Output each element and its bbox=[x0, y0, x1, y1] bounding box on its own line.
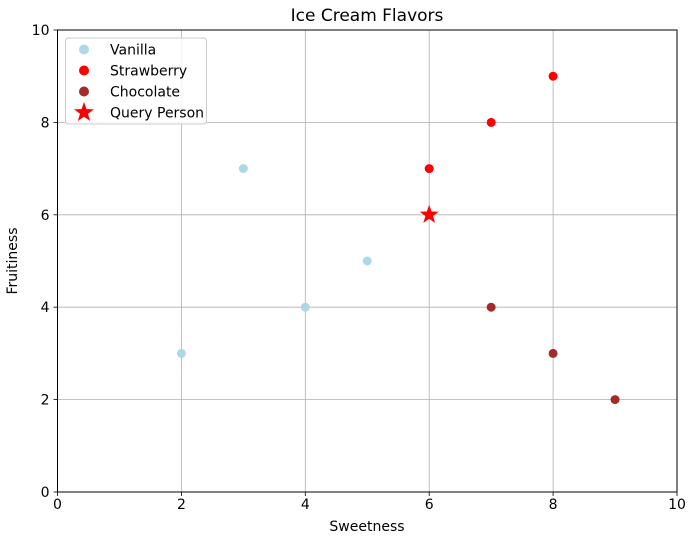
y-tick-label-4: 4 bbox=[41, 300, 50, 316]
point-chocolate bbox=[610, 395, 620, 405]
legend: Vanilla Strawberry Chocolate Query Person bbox=[65, 37, 207, 125]
point-strawberry bbox=[424, 164, 434, 174]
x-tick-label-0: 0 bbox=[53, 497, 62, 513]
y-tick-label-0: 0 bbox=[41, 485, 50, 501]
legend-marker-query-person-star-icon bbox=[74, 102, 94, 121]
point-chocolate bbox=[486, 302, 496, 312]
legend-marker-vanilla-icon bbox=[79, 44, 89, 55]
x-axis-ticks: 0 2 4 6 8 10 bbox=[53, 492, 686, 513]
legend-label-chocolate: Chocolate bbox=[110, 85, 180, 101]
point-strawberry bbox=[486, 117, 496, 127]
point-vanilla bbox=[176, 348, 186, 358]
legend-marker-chocolate-icon bbox=[79, 86, 89, 97]
point-vanilla bbox=[362, 256, 372, 266]
x-tick-label-10: 10 bbox=[668, 497, 686, 513]
y-tick-label-10: 10 bbox=[32, 23, 50, 39]
legend-label-strawberry: Strawberry bbox=[110, 64, 187, 80]
x-tick-label-6: 6 bbox=[425, 497, 434, 513]
data-points bbox=[176, 71, 620, 405]
legend-label-query-person: Query Person bbox=[110, 106, 204, 122]
point-chocolate bbox=[548, 348, 558, 358]
x-tick-label-8: 8 bbox=[549, 497, 558, 513]
legend-label-vanilla: Vanilla bbox=[110, 43, 156, 59]
y-axis-label: Fruitiness bbox=[5, 227, 21, 294]
x-axis-label: Sweetness bbox=[329, 519, 404, 535]
y-tick-label-6: 6 bbox=[41, 208, 50, 224]
point-strawberry bbox=[548, 71, 558, 81]
point-vanilla bbox=[238, 164, 248, 174]
plot-border bbox=[57, 29, 678, 493]
y-axis-ticks: 0 2 4 6 8 10 bbox=[32, 23, 58, 501]
point-vanilla bbox=[300, 302, 310, 312]
legend-box bbox=[65, 37, 207, 125]
x-tick-label-2: 2 bbox=[177, 497, 186, 513]
legend-marker-strawberry-icon bbox=[79, 65, 89, 76]
point-query-person-star bbox=[419, 204, 439, 223]
y-tick-label-8: 8 bbox=[41, 115, 50, 131]
chart-title: Ice Cream Flavors bbox=[291, 6, 444, 26]
x-tick-label-4: 4 bbox=[301, 497, 310, 513]
y-tick-label-2: 2 bbox=[41, 393, 50, 409]
